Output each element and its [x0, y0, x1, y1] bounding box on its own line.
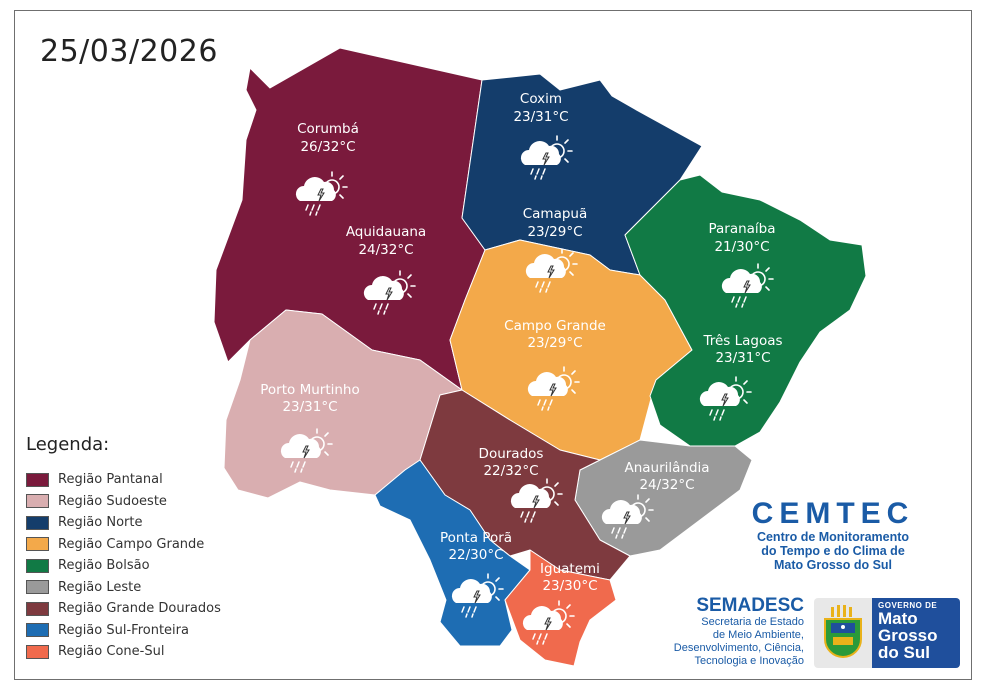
city-temp: 21/30°C [714, 239, 769, 255]
cemtec-subtitle-3: Mato Grosso do Sul [773, 558, 893, 572]
semadesc-line-3: Desenvolvimento, Ciência, [673, 642, 804, 654]
cemtec-subtitle-1: Centro de Monitoramento [756, 530, 910, 544]
city-temp: 23/31°C [513, 109, 568, 125]
legend-swatch [26, 558, 49, 573]
city-name: Campo Grande [504, 318, 606, 334]
region-bolsao [624, 174, 867, 447]
semadesc-title: SEMADESC [696, 595, 804, 616]
city-aquidauana: Aquidauana 24/32°C [346, 224, 426, 315]
city-temp: 24/32°C [639, 477, 694, 493]
region-cone-sul [504, 549, 617, 667]
map-frame [14, 10, 972, 680]
city-porto-murtinho: Porto Murtinho 23/31°C [260, 382, 360, 473]
legend-swatch [26, 472, 49, 487]
city-name: Porto Murtinho [260, 382, 359, 398]
city-temp: 23/29°C [527, 335, 582, 351]
city-paranaiba: Paranaíba 21/30°C [708, 221, 776, 308]
semadesc-line-1: Secretaria de Estado [701, 616, 804, 628]
legend-label: Região Pantanal [58, 472, 163, 488]
legend-item: Região Sudoeste [26, 491, 221, 513]
city-temp: 23/31°C [715, 350, 770, 366]
city-name: Camapuã [523, 206, 588, 222]
city-name: Iguatemi [540, 561, 600, 577]
city-tres-lagoas: Três Lagoas 23/31°C [699, 333, 783, 421]
legend-swatch [26, 537, 49, 552]
cemtec-logo: CEMTEC Centro de Monitoramento do Tempo … [748, 497, 918, 573]
semadesc-line-2: de Meio Ambiente, [712, 629, 804, 641]
legend-item: Região Sul-Fronteira [26, 620, 221, 642]
governo-ms-logo: GOVERNO DE Mato Grosso do Sul [814, 598, 960, 668]
city-temp: 22/30°C [448, 547, 503, 563]
legend-item: Região Norte [26, 512, 221, 534]
city-temp: 23/29°C [527, 224, 582, 240]
legend-swatch [26, 580, 49, 595]
semadesc-logo: SEMADESC Secretaria de Estado de Meio Am… [662, 596, 804, 668]
city-coxim: Coxim 23/31°C [513, 91, 573, 180]
legend-item: Região Bolsão [26, 555, 221, 577]
legend-label: Região Bolsão [58, 558, 150, 574]
legend-label: Região Sul-Fronteira [58, 622, 189, 638]
city-ponta-pora: Ponta Porã 22/30°C [440, 530, 512, 618]
city-temp: 26/32°C [300, 139, 355, 155]
governo-name-3: do Sul [878, 643, 930, 662]
city-name: Paranaíba [708, 221, 775, 237]
coat-of-arms-icon [814, 598, 872, 668]
legend-item: Região Cone-Sul [26, 641, 221, 663]
legend-item: Região Pantanal [26, 469, 221, 491]
city-anaurilandia: Anaurilândia 24/32°C [601, 460, 710, 539]
legend-swatch [26, 494, 49, 509]
legend-label: Região Grande Dourados [58, 601, 221, 617]
legend: Legenda: Região Pantanal Região Sudoeste R… [26, 434, 221, 663]
legend-label: Região Sudoeste [58, 493, 167, 509]
legend-item: Região Grande Dourados [26, 598, 221, 620]
city-name: Anaurilândia [624, 460, 709, 476]
legend-label: Região Campo Grande [58, 536, 205, 552]
forecast-date: 25/03/2026 [40, 34, 218, 69]
city-iguatemi: Iguatemi 23/30°C [522, 561, 600, 645]
city-name: Ponta Porã [440, 530, 512, 546]
city-name: Aquidauana [346, 224, 426, 240]
legend-label: Região Leste [58, 579, 142, 595]
city-dourados: Dourados 22/32°C [479, 446, 563, 523]
legend-label: Região Norte [58, 515, 143, 531]
city-name: Dourados [479, 446, 544, 462]
legend-title: Legenda: [26, 434, 110, 455]
cemtec-subtitle-2: do Tempo e do Clima de [761, 544, 905, 558]
city-name: Corumbá [297, 121, 359, 137]
governo-label: GOVERNO DE [878, 601, 938, 610]
semadesc-line-4: Tecnologia e Inovação [694, 655, 804, 667]
city-temp: 24/32°C [358, 242, 413, 258]
city-temp: 22/32°C [483, 463, 538, 479]
governo-name-1: Mato [878, 609, 918, 628]
city-name: Coxim [520, 91, 562, 107]
city-temp: 23/30°C [542, 578, 597, 594]
legend-item: Região Leste [26, 577, 221, 599]
cemtec-title: CEMTEC [751, 497, 915, 530]
legend-swatch [26, 623, 49, 638]
legend-label: Região Cone-Sul [58, 644, 165, 660]
city-temp: 23/31°C [282, 399, 337, 415]
legend-item: Região Campo Grande [26, 534, 221, 556]
city-campo-grande: Campo Grande 23/29°C [504, 318, 606, 411]
legend-swatch [26, 644, 49, 659]
city-camapua: Camapuã 23/29°C [523, 206, 588, 293]
city-name: Três Lagoas [702, 333, 782, 349]
governo-name-2: Grosso [878, 626, 938, 645]
city-corumba: Corumbá 26/32°C [295, 121, 359, 216]
legend-swatch [26, 515, 49, 530]
region-campo-grande [449, 239, 693, 461]
legend-swatch [26, 601, 49, 616]
